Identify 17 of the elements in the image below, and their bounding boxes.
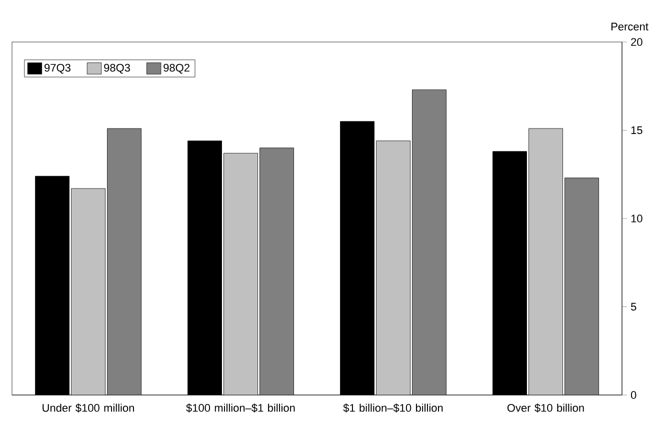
bar bbox=[528, 128, 563, 395]
x-tick-label: $100 million–$1 billion bbox=[186, 404, 295, 412]
bar bbox=[71, 188, 106, 395]
y-tick-label: 20 bbox=[631, 38, 642, 46]
y-tick-label: 5 bbox=[630, 302, 636, 311]
bar bbox=[376, 140, 410, 395]
x-tick-label: Under $100 million bbox=[42, 404, 134, 412]
legend-label: 98Q2 bbox=[164, 64, 190, 74]
x-tick-label: $1 billion–$10 billion bbox=[343, 404, 443, 412]
x-tick-label: Over $10 billion bbox=[507, 404, 584, 412]
y-tick-label: 15 bbox=[631, 126, 642, 134]
y-tick-label: 0 bbox=[630, 391, 636, 399]
bar bbox=[224, 153, 258, 395]
legend-label: 98Q3 bbox=[104, 64, 130, 74]
legend-label: 97Q3 bbox=[44, 64, 70, 74]
y-tick-label: 10 bbox=[631, 214, 642, 222]
y-axis-title: Percent bbox=[611, 22, 648, 30]
